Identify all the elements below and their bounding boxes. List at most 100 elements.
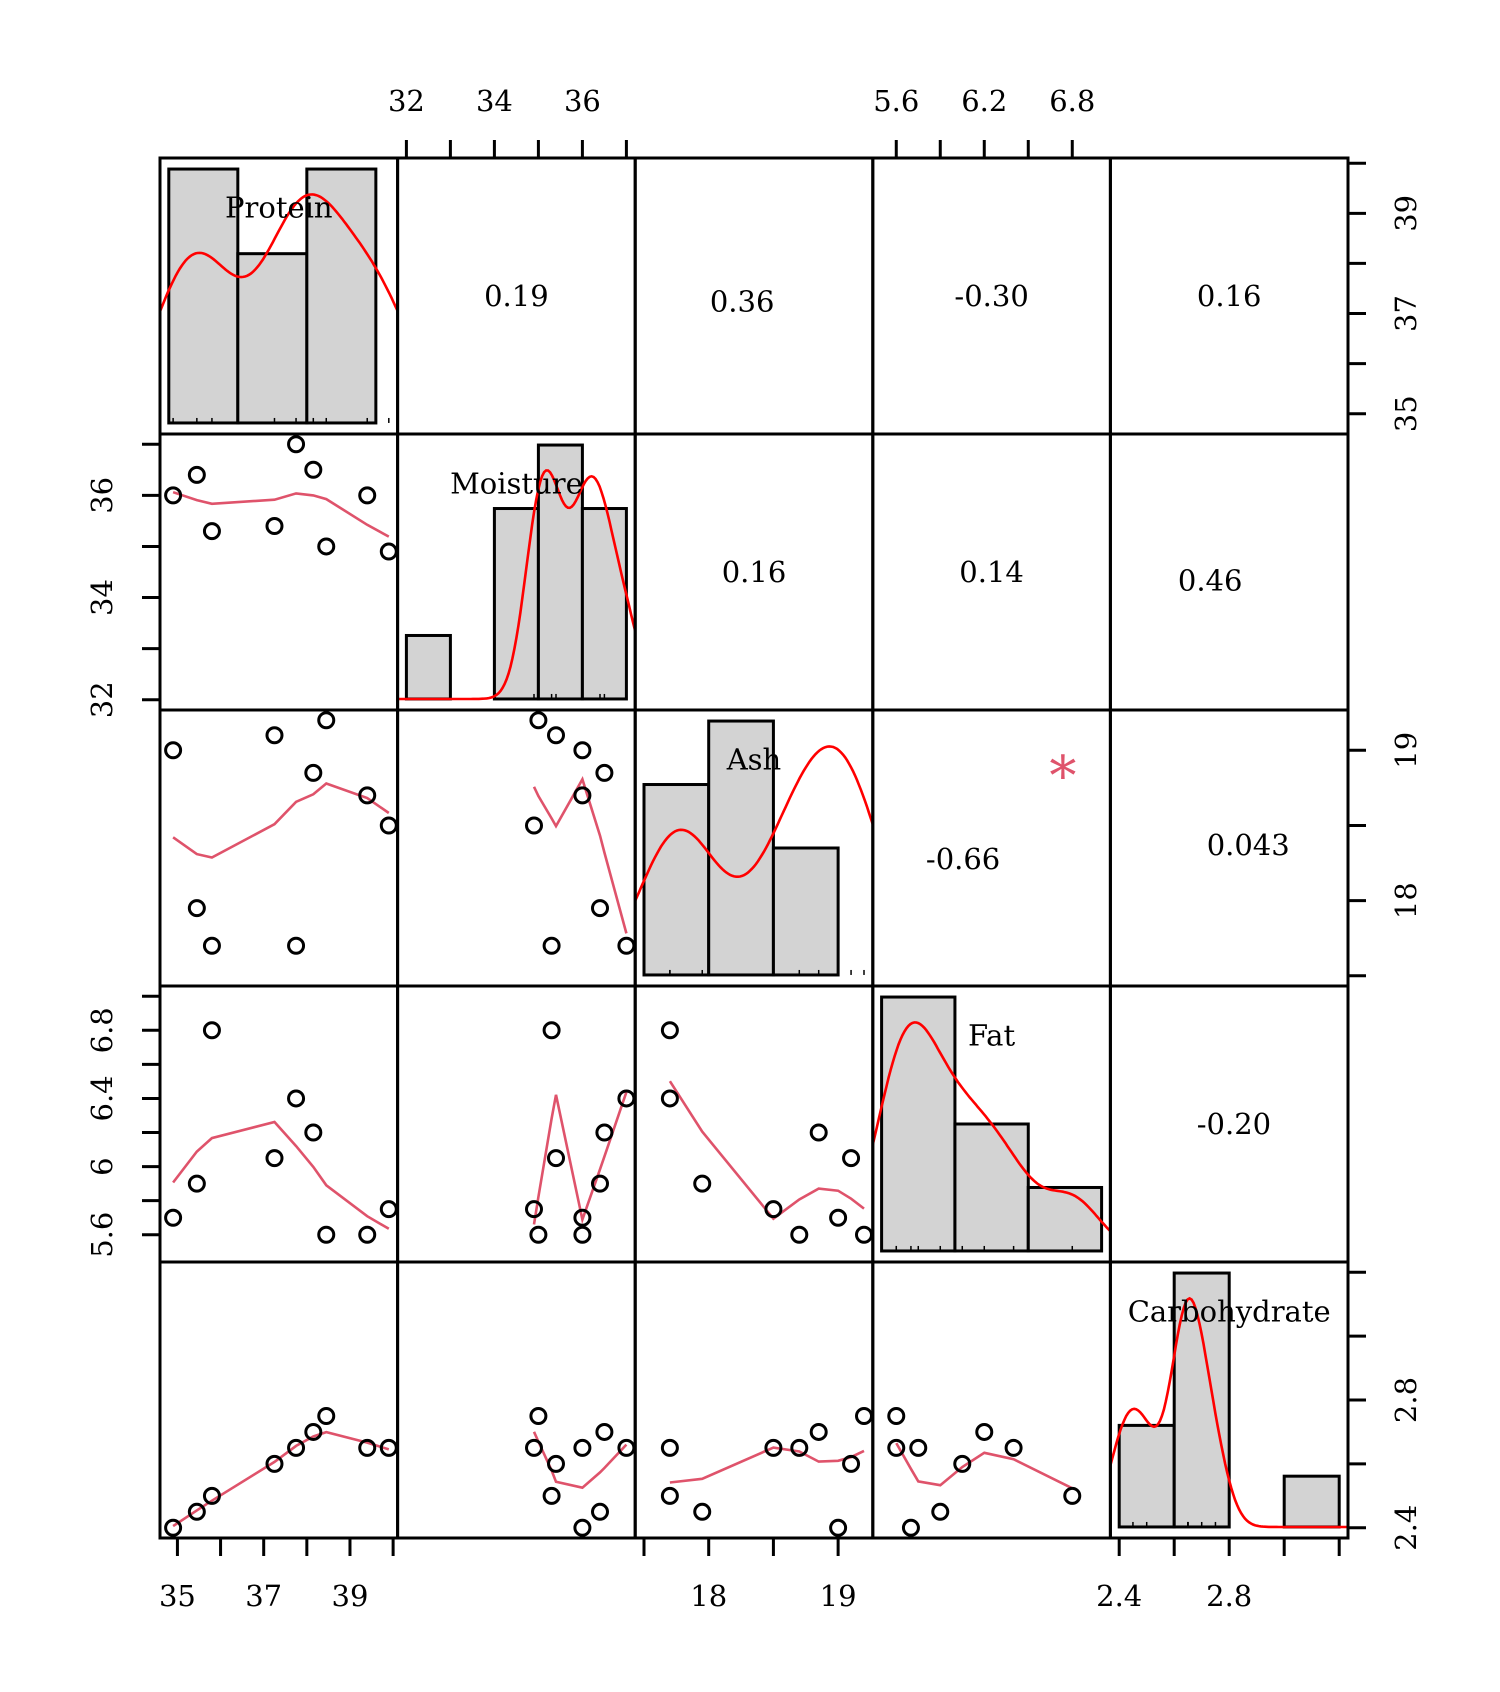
scatter-point (547, 1149, 565, 1168)
tick-label: 18 (1389, 882, 1423, 919)
smooth-line (668, 1080, 865, 1221)
tick-label: 34 (476, 84, 513, 118)
scatter-point (379, 542, 398, 561)
tick-label: 6.4 (85, 1075, 119, 1121)
histogram-bar (1117, 1423, 1176, 1529)
scatter-point (1004, 1438, 1023, 1457)
diagonal-label-protein: Protein (225, 191, 333, 225)
scatter-point (525, 1438, 543, 1457)
correlation-value: 0.16 (1197, 279, 1262, 313)
tick-label: 6 (85, 1157, 119, 1175)
tick-label: 2.8 (1389, 1377, 1423, 1423)
panel-frame (158, 984, 400, 1264)
smooth-line (895, 1442, 1073, 1490)
tick-label: 37 (1389, 295, 1423, 332)
scatter-point (287, 1089, 306, 1108)
histogram-bar (953, 1122, 1030, 1253)
tick-label: 39 (1389, 195, 1423, 232)
scatter-point (617, 936, 636, 955)
tick-label: 35 (159, 1579, 196, 1613)
significance-star: * (1049, 745, 1076, 808)
scatter-point (187, 465, 206, 484)
scatter-point (953, 1454, 972, 1473)
scatter-point (529, 1406, 548, 1425)
scatter-point (842, 1149, 861, 1168)
tick-label: 35 (1389, 395, 1423, 432)
correlation-value: 0.36 (710, 285, 775, 319)
scatter-point (542, 1486, 561, 1505)
panel-frame (396, 1260, 637, 1540)
scatter-point (617, 1438, 636, 1457)
smooth-line (532, 776, 628, 934)
scatter-point (265, 517, 284, 535)
panel-frame (396, 708, 637, 988)
scatter-point (591, 899, 609, 918)
tick-label: 19 (820, 1579, 857, 1613)
scatter-point (317, 537, 336, 556)
tick-label: 36 (85, 477, 119, 514)
scatter-point (164, 1208, 183, 1227)
scatter-point (764, 1438, 783, 1457)
panel-frame (158, 1260, 400, 1540)
correlation-value: 0.14 (959, 555, 1024, 589)
scatter-point (931, 1502, 950, 1521)
smooth-line (172, 782, 390, 859)
panel-frame (633, 984, 875, 1264)
tick-label: 6.8 (1049, 84, 1095, 118)
histogram-bar (404, 633, 452, 701)
scatter-point (809, 1123, 828, 1142)
histogram-bar (580, 507, 628, 701)
diagonal-label-moisture: Moisture (450, 467, 583, 501)
scatter-point (842, 1454, 861, 1473)
scatter-point (573, 1225, 592, 1244)
scatter-point (660, 1089, 679, 1108)
tick-label: 19 (1389, 732, 1423, 769)
scatter-point (901, 1518, 920, 1537)
density-curve (871, 1021, 1112, 1233)
correlation-value: -0.66 (926, 842, 1000, 876)
tick-label: 2.8 (1206, 1579, 1252, 1613)
density-curve (1109, 1296, 1348, 1529)
scatter-point (187, 1174, 206, 1193)
correlation-value: -0.30 (954, 279, 1028, 313)
scatter-point (547, 726, 565, 745)
tick-label: 6.8 (85, 1007, 119, 1053)
correlation-value: 0.16 (722, 555, 787, 589)
scatter-point (887, 1406, 906, 1425)
histogram-bar (880, 995, 957, 1253)
scatter-point (317, 711, 336, 730)
scatter-point (187, 899, 206, 918)
scatter-point (265, 1149, 284, 1168)
panel-frame (396, 984, 637, 1264)
histogram-bar (771, 846, 840, 977)
scatter-point (287, 1438, 306, 1457)
density-curve (397, 469, 637, 701)
scatter-point (855, 1406, 873, 1425)
scatter-point (573, 786, 592, 805)
scatter-point (265, 726, 284, 745)
diagonal-label-carbohydrate: Carbohydrate (1128, 1295, 1331, 1329)
scatter-point (202, 936, 221, 955)
scatter-point (829, 1518, 848, 1537)
histogram-bar (167, 167, 240, 425)
histogram-bar (642, 783, 711, 977)
scatter-point (542, 1021, 561, 1040)
scatter-point (379, 816, 398, 835)
scatter-point (573, 1208, 592, 1227)
correlation-value: 0.043 (1207, 828, 1290, 862)
correlation-value: 0.19 (484, 279, 549, 313)
tick-label: 2.4 (1096, 1579, 1142, 1613)
smooth-line (172, 490, 390, 538)
scatter-point (595, 763, 614, 782)
scatter-point (317, 1225, 336, 1244)
scatter-point (591, 1174, 609, 1193)
scatter-point (1063, 1486, 1082, 1505)
panel-frame (633, 1260, 875, 1540)
tick-label: 32 (85, 681, 119, 718)
tick-label: 18 (690, 1579, 727, 1613)
scatter-point (573, 741, 592, 760)
correlation-value: -0.20 (1197, 1107, 1271, 1141)
scatter-point (358, 486, 377, 505)
scatter-point (265, 1454, 284, 1473)
